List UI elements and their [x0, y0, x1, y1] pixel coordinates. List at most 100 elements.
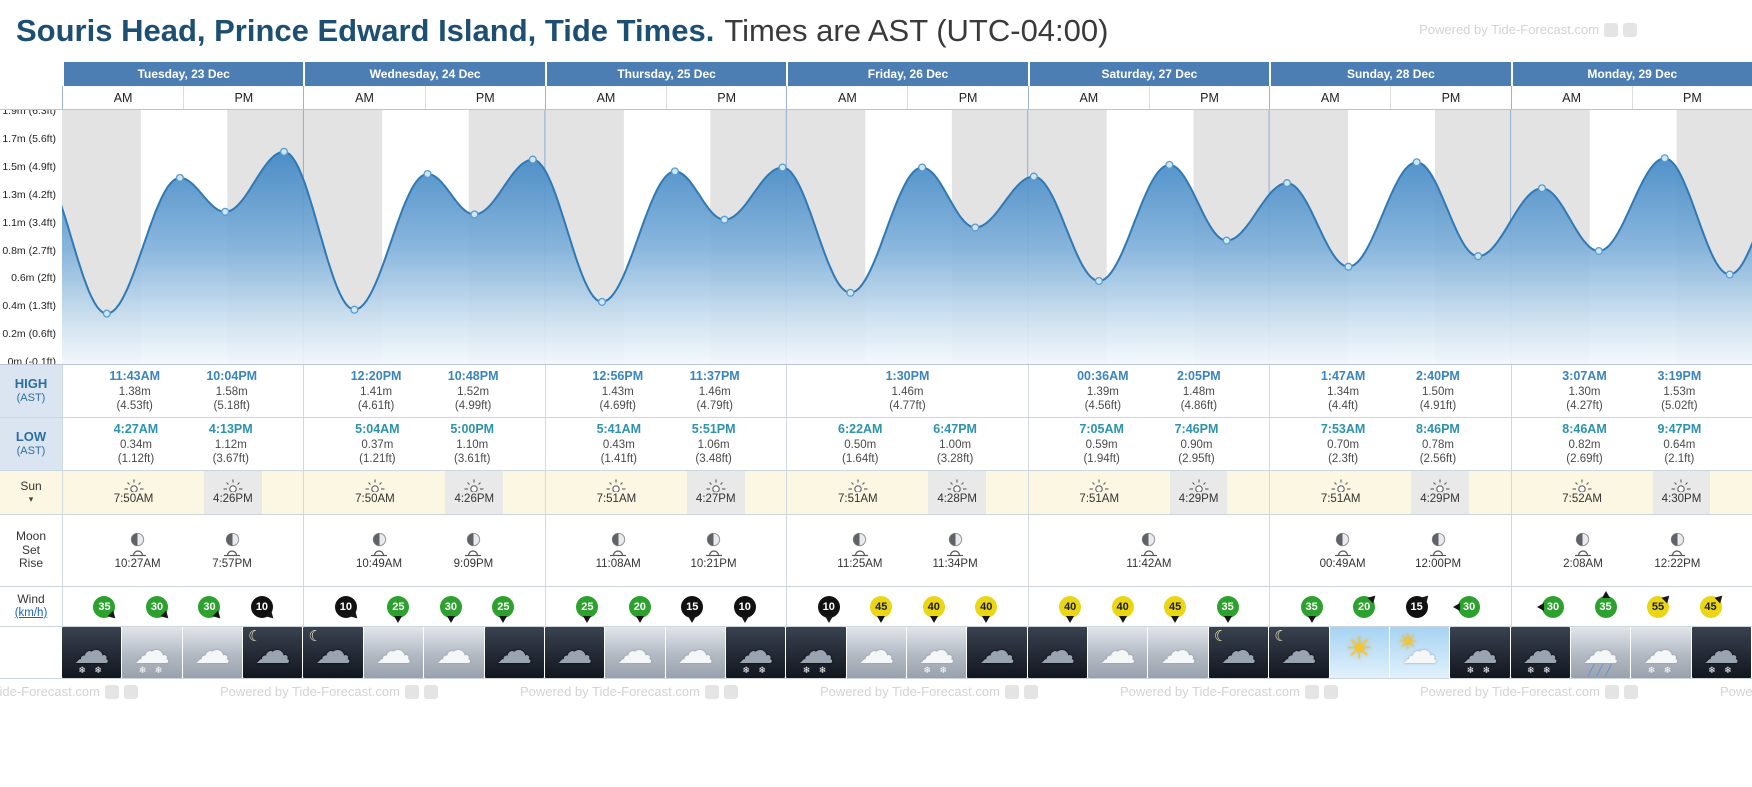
tide-extreme-marker — [350, 305, 359, 314]
sunrise-item: 7:52AM — [1553, 471, 1611, 514]
weather-cloud-icon: ☁ — [1088, 627, 1148, 678]
tide-height-m: 1.12m — [214, 438, 247, 451]
high-tide-cell-6: 3:07AM 1.30m (4.27ft) 3:19PM 1.53m (5.02ft) — [1510, 365, 1752, 417]
moon-rise-time: 11:34PM — [932, 557, 978, 570]
wind-speed: 30 — [1546, 600, 1560, 613]
wind-badge: 25 — [492, 595, 515, 627]
high-tide-event: 12:56PM 1.43m (4.69ft) — [592, 369, 643, 412]
weather-moon-cloud-icon: ☾ ☁ — [243, 627, 303, 678]
wind-cell-1: 10 25 30 25 — [303, 587, 544, 627]
moon-set-time: 11:25AM — [837, 557, 883, 570]
moon-phase-icon — [1575, 532, 1590, 547]
tide-extreme-marker — [1660, 154, 1669, 163]
high-tide-event: 00:36AM 1.39m (4.56ft) — [1077, 369, 1128, 412]
y-axis-label: 1.5m (4.9ft) — [2, 161, 56, 173]
footer-watermark: Powered by Tide-Forecast.com — [1720, 684, 1752, 699]
moon-phase-icon — [1141, 532, 1156, 547]
tide-height-ft: (4.4ft) — [1328, 399, 1359, 412]
ampm-label: AM — [838, 90, 857, 105]
moon-rise-item: 9:09PM — [454, 532, 493, 570]
y-axis-label: 1.1m (3.4ft) — [2, 217, 56, 229]
sun-cell-3: 7:51AM 4:28PM — [786, 471, 1027, 514]
tide-extreme-marker — [1537, 184, 1547, 193]
tide-time: 6:47PM — [933, 422, 977, 437]
wind-badge: 30 — [1533, 595, 1565, 618]
wind-unit-link[interactable]: (km/h) — [14, 606, 48, 619]
moon-set-item: 10:49AM — [356, 532, 402, 570]
moon-cell-3: 11:25AM 11:34PM — [786, 515, 1027, 586]
sunrise-item: 7:51AM — [1070, 471, 1128, 514]
watermark-badge-icon — [404, 684, 419, 699]
tide-height-ft: (4.86ft) — [1180, 399, 1218, 412]
wind-badge: 35 — [1300, 595, 1323, 627]
caret-down-icon: ▾ — [28, 494, 34, 505]
low-tide-event: 4:27AM 0.34m (1.12ft) — [114, 422, 158, 465]
sunrise-time: 7:50AM — [113, 492, 154, 505]
moon-set-horizon-icon — [371, 548, 388, 557]
tide-curve-svg — [62, 110, 1752, 364]
watermark-badge-icon — [1604, 22, 1618, 37]
tide-height-m: 1.00m — [939, 438, 972, 451]
moon-rise-horizon-icon — [1574, 548, 1591, 557]
wind-badge: 30 — [439, 595, 462, 627]
footer-watermark: Powered by Tide-Forecast.com — [0, 684, 138, 699]
low-tide-cell-1: 5:04AM 0.37m (1.21ft) 5:00PM 1.10m (3.61ft) — [303, 418, 544, 470]
tide-height-ft: (2.69ft) — [1566, 452, 1603, 465]
tide-time: 8:46AM — [1562, 422, 1607, 437]
tide-extreme-marker — [971, 223, 980, 232]
y-axis-label: 0.4m (1.3ft) — [2, 300, 56, 312]
wind-speed: 30 — [150, 600, 164, 613]
moon-set-time: 11:08AM — [595, 557, 641, 570]
tide-height-ft: (4.69ft) — [599, 399, 636, 412]
wind-speed: 15 — [1410, 600, 1423, 613]
wind-speed: 30 — [203, 600, 216, 613]
wind-badge: 30 — [1449, 595, 1481, 618]
weather-snow-icon: ☁ ❄ ❄ — [1631, 627, 1691, 678]
tide-height-m: 0.78m — [1421, 438, 1454, 451]
wind-speed: 10 — [738, 600, 751, 613]
wind-speed: 40 — [1116, 600, 1129, 613]
tide-height-ft: (4.79ft) — [696, 399, 733, 412]
moon-phase-icon — [706, 532, 721, 547]
watermark-badge-icon — [1623, 22, 1637, 37]
moon-phase-icon — [852, 532, 867, 547]
moon-cell-2: 11:08AM 10:21PM — [544, 515, 786, 586]
tide-height-ft: (3.28ft) — [936, 452, 974, 465]
y-axis-label: 0.2m (0.6ft) — [2, 328, 56, 340]
high-tide-cell-2: 12:56PM 1.43m (4.69ft) 11:37PM 1.46m (4.79ft) — [544, 365, 786, 417]
high-tide-cell-3: 1:30PM 1.46m (4.77ft) — [786, 365, 1027, 417]
moon-rise-horizon-icon — [224, 548, 240, 557]
sunset-item: 4:30PM — [1652, 471, 1711, 514]
tide-time: 1:47AM — [1320, 369, 1366, 384]
sunset-icon — [947, 479, 967, 492]
sun-cell-1: 7:50AM 4:26PM — [303, 471, 544, 514]
wind-speed: 10 — [255, 600, 269, 613]
weather-snow-icon: ☁ ❄ ❄ — [62, 627, 122, 678]
weather-row: ☁ ❄ ❄ ☁ ❄ ❄ ☁ ☾ ☁ ☾ ☁ ☁ ☁ ☁ ☁ ☁ ☁ ☁ ❄ ❄ ☁ ❄ ❄ ☁ ☁ ❄ ❄ ☁ ☁ ☁ ☁ ☾ ☁ ☾ ☁… — [0, 627, 1752, 679]
weather-cloud-icon: ☁ — [544, 627, 605, 678]
page-header: Souris Head, Prince Edward Island, Tide … — [0, 0, 1752, 62]
moon-set-horizon-icon — [129, 548, 146, 557]
high-tide-event: 1:30PM 1.46m (4.77ft) — [886, 369, 930, 412]
low-tide-event: 8:46PM 0.78m (2.56ft) — [1416, 422, 1460, 465]
tide-extreme-marker — [720, 215, 729, 224]
footer-watermark: Powered by Tide-Forecast.com — [1420, 684, 1638, 699]
moon-rise-item: 00:49AM — [1320, 532, 1366, 570]
weather-snow-icon: ☁ ❄ ❄ — [907, 627, 967, 678]
watermark-badge-icon — [723, 684, 738, 699]
y-axis-label: 1.3m (4.2ft) — [2, 189, 56, 201]
tide-height-ft: (4.56ft) — [1084, 399, 1122, 412]
wind-cell-3: 10 45 40 40 — [786, 587, 1027, 627]
wind-badge: 25 — [576, 595, 599, 627]
day-header-0: Tuesday, 23 Dec — [62, 62, 304, 86]
low-tide-event: 5:51PM 1.06m (3.48ft) — [692, 422, 736, 465]
moon-phase-icon — [1431, 532, 1446, 547]
high-tide-cell-5: 1:47AM 1.34m (4.4ft) 2:40PM 1.50m (4.91ft) — [1269, 365, 1510, 417]
sunset-icon — [1430, 479, 1450, 492]
tide-height-m: 1.53m — [1663, 385, 1696, 398]
wind-speed: 55 — [1651, 600, 1665, 613]
tide-height-ft: (4.27ft) — [1566, 399, 1603, 412]
moon-row: Moon Set Rise 10:27AM 7:57PM 10:49AM 9:09PM… — [0, 515, 1752, 587]
tide-height-m: 0.82m — [1568, 438, 1601, 451]
ampm-row: AM PM AM PM AM PM AM PM AM PM AM PM AM PM — [0, 86, 1752, 110]
